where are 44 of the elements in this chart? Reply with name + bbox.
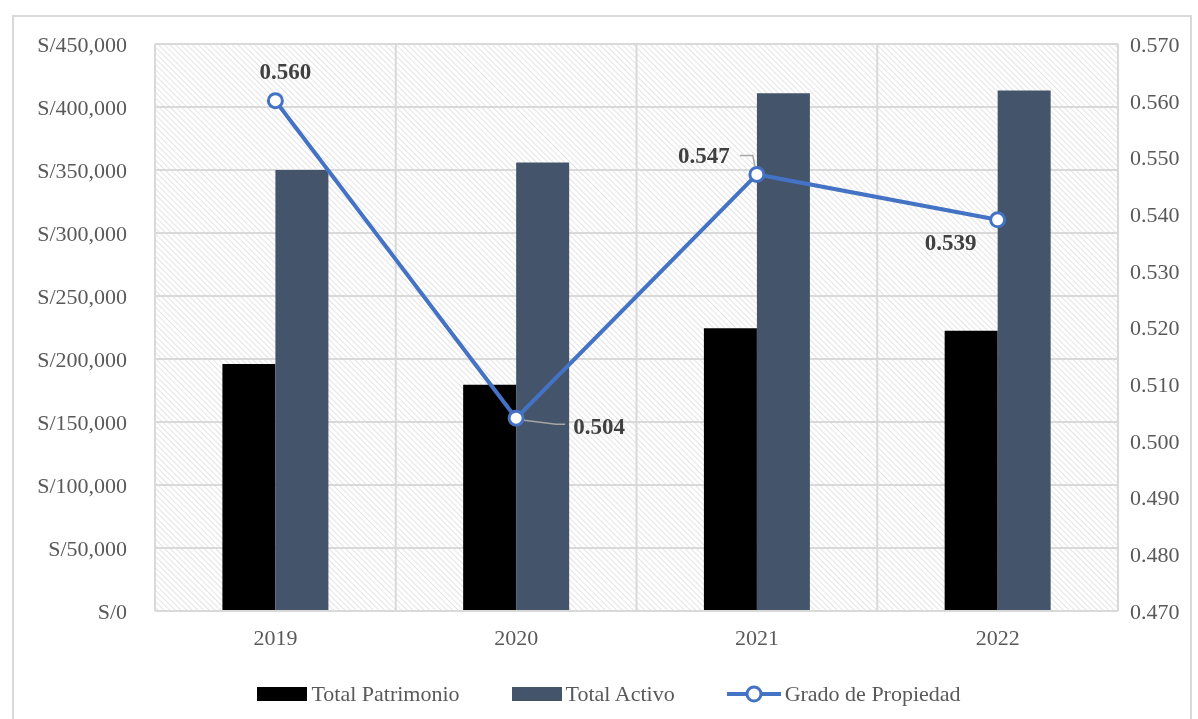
y2-tick-label: 0.570 bbox=[1130, 31, 1180, 57]
x-tick-label: 2021 bbox=[734, 624, 779, 650]
y2-tick-label: 0.480 bbox=[1130, 542, 1180, 568]
legend-label: Grado de Propiedad bbox=[784, 681, 961, 707]
x-tick-label: 2020 bbox=[494, 624, 539, 650]
y2-tick-label: 0.510 bbox=[1130, 372, 1180, 398]
y2-tick-label: 0.550 bbox=[1130, 145, 1180, 171]
y2-tick-label: 0.560 bbox=[1130, 88, 1180, 114]
y2-tick-label: 0.470 bbox=[1130, 598, 1180, 624]
y2-tick-label: 0.540 bbox=[1130, 201, 1180, 227]
x-tick-label: 2022 bbox=[975, 624, 1020, 650]
y-tick-label: S/0 bbox=[97, 598, 127, 624]
y2-tick-label: 0.500 bbox=[1130, 428, 1180, 454]
point bbox=[748, 165, 766, 183]
bar bbox=[275, 170, 329, 611]
y-tick-label: S/250,000 bbox=[37, 283, 127, 309]
legend-label: Total Activo bbox=[565, 681, 675, 707]
bar bbox=[944, 330, 998, 611]
bar bbox=[222, 364, 276, 611]
bar bbox=[463, 384, 517, 611]
bar bbox=[703, 328, 757, 611]
data-label: 0.539 bbox=[924, 230, 977, 256]
y-tick-label: S/400,000 bbox=[37, 94, 127, 120]
y2-tick-label: 0.490 bbox=[1130, 485, 1180, 511]
y-tick-label: S/350,000 bbox=[37, 157, 127, 183]
y-tick-label: S/150,000 bbox=[37, 409, 127, 435]
bar bbox=[516, 162, 570, 611]
y-tick-label: S/200,000 bbox=[37, 346, 127, 372]
point bbox=[507, 409, 525, 427]
point bbox=[989, 211, 1007, 229]
y2-tick-label: 0.520 bbox=[1130, 315, 1180, 341]
bar bbox=[756, 93, 810, 611]
data-label: 0.547 bbox=[678, 142, 730, 168]
y-tick-label: S/100,000 bbox=[37, 472, 127, 498]
x-tick-label: 2019 bbox=[253, 624, 298, 650]
point bbox=[266, 92, 284, 110]
y-tick-label: S/300,000 bbox=[37, 220, 127, 246]
legend-label: Total Patrimonio bbox=[311, 681, 460, 707]
data-label: 0.560 bbox=[259, 59, 312, 85]
data-label: 0.504 bbox=[573, 413, 626, 439]
y2-tick-label: 0.530 bbox=[1130, 258, 1180, 284]
bar bbox=[997, 90, 1051, 611]
y-tick-label: S/450,000 bbox=[37, 31, 127, 57]
y-tick-label: S/50,000 bbox=[48, 535, 127, 561]
